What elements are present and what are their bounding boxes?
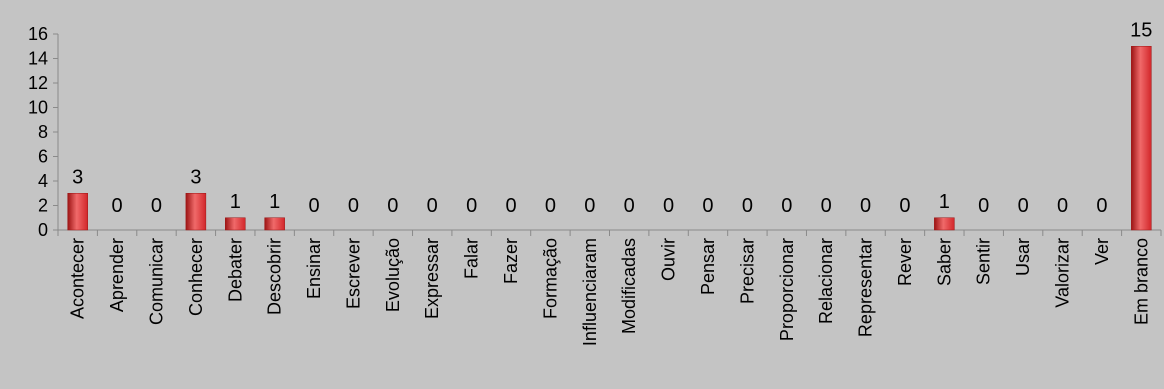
bar — [264, 217, 285, 231]
data-label: 3 — [190, 166, 201, 188]
data-label: 0 — [1057, 195, 1068, 217]
y-tick-label: 12 — [28, 73, 48, 93]
category-label: Pensar — [698, 238, 718, 295]
category-label: Expressar — [422, 238, 442, 319]
category-label: Ouvir — [659, 238, 679, 281]
y-tick-label: 6 — [38, 147, 48, 167]
category-labels: Acontecer Aprender Comunicar Conhecer Debate… — [68, 238, 1152, 346]
category-label: Sentir — [974, 238, 994, 285]
y-tick-label: 16 — [28, 24, 48, 44]
category-label: Ensinar — [304, 238, 324, 299]
bar — [185, 193, 207, 231]
data-labels: 3 0 0 3 1 1 0 0 0 0 0 0 0 0 0 0 0 0 0 0 0 0 1 0 0 0 0 15 — [72, 19, 1152, 217]
data-label: 0 — [427, 195, 438, 217]
category-label: Precisar — [737, 238, 757, 304]
data-label: 0 — [151, 195, 162, 217]
data-label: 0 — [899, 195, 910, 217]
category-label: Relacionar — [816, 238, 836, 324]
data-label: 0 — [466, 195, 477, 217]
category-label: Modificadas — [619, 238, 639, 334]
category-label: Falar — [462, 238, 482, 279]
category-label: Conhecer — [186, 238, 206, 316]
category-label: Saber — [934, 238, 954, 286]
category-label: Formação — [540, 238, 560, 319]
y-tick-label: 0 — [38, 220, 48, 240]
bar — [225, 217, 246, 231]
category-label: Valorizar — [1053, 238, 1073, 308]
category-label: Comunicar — [146, 238, 166, 325]
category-label: Rever — [895, 238, 915, 286]
category-label: Evolução — [383, 238, 403, 312]
category-label: Fazer — [501, 238, 521, 284]
data-label: 1 — [269, 191, 280, 213]
y-tick-label: 10 — [28, 98, 48, 118]
data-label: 1 — [230, 191, 241, 213]
data-label: 0 — [505, 195, 516, 217]
data-label: 0 — [702, 195, 713, 217]
x-axis — [57, 229, 1162, 236]
bar — [934, 217, 955, 231]
data-label: 0 — [308, 195, 319, 217]
data-label: 0 — [1096, 195, 1107, 217]
y-tick-label: 2 — [38, 196, 48, 216]
data-label: 0 — [545, 195, 556, 217]
data-label: 0 — [1018, 195, 1029, 217]
y-axis: 0 2 4 6 8 10 12 14 16 — [28, 24, 59, 240]
data-label: 0 — [387, 195, 398, 217]
data-label: 0 — [112, 195, 123, 217]
category-label: Debater — [225, 238, 245, 302]
category-label: Ver — [1092, 238, 1112, 265]
category-label: Proporcionar — [777, 238, 797, 341]
category-label: Influenciaram — [580, 238, 600, 346]
category-label: Aprender — [107, 238, 127, 312]
data-label: 0 — [663, 195, 674, 217]
y-tick-label: 14 — [28, 49, 48, 69]
data-label: 0 — [781, 195, 792, 217]
data-label: 0 — [821, 195, 832, 217]
bar — [67, 193, 88, 231]
category-label: Representar — [856, 238, 876, 337]
category-label: Descobrir — [265, 238, 285, 315]
data-label: 15 — [1130, 19, 1152, 41]
data-label: 0 — [584, 195, 595, 217]
data-label: 0 — [860, 195, 871, 217]
data-label: 0 — [624, 195, 635, 217]
data-label: 0 — [348, 195, 359, 217]
data-label: 0 — [978, 195, 989, 217]
y-tick-label: 4 — [38, 171, 48, 191]
category-label: Usar — [1013, 238, 1033, 276]
y-tick-label: 8 — [38, 122, 48, 142]
category-label: Escrever — [343, 238, 363, 309]
bars — [67, 46, 1152, 231]
category-label: Acontecer — [68, 238, 88, 319]
category-label: Em branco — [1131, 238, 1151, 325]
data-label: 0 — [742, 195, 753, 217]
bar — [1131, 46, 1152, 231]
data-label: 1 — [939, 191, 950, 213]
data-label: 3 — [72, 166, 83, 188]
